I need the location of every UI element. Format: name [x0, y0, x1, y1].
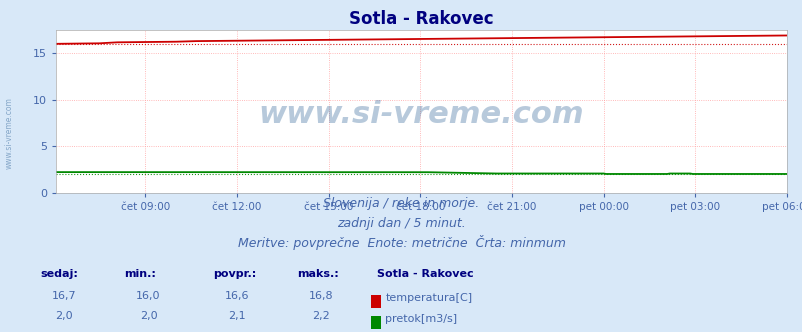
Text: maks.:: maks.:	[297, 269, 338, 279]
Text: 2,0: 2,0	[140, 311, 157, 321]
Text: 2,1: 2,1	[228, 311, 245, 321]
Text: sedaj:: sedaj:	[40, 269, 78, 279]
Title: Sotla - Rakovec: Sotla - Rakovec	[349, 10, 493, 28]
Text: Slovenija / reke in morje.: Slovenija / reke in morje.	[323, 198, 479, 210]
Text: 2,2: 2,2	[312, 311, 330, 321]
Text: www.si-vreme.com: www.si-vreme.com	[258, 100, 584, 129]
Text: Meritve: povprečne  Enote: metrične  Črta: minmum: Meritve: povprečne Enote: metrične Črta:…	[237, 235, 565, 250]
Text: povpr.:: povpr.:	[213, 269, 256, 279]
Text: 16,7: 16,7	[52, 291, 76, 301]
Text: temperatura[C]: temperatura[C]	[385, 293, 472, 303]
Text: zadnji dan / 5 minut.: zadnji dan / 5 minut.	[337, 217, 465, 230]
Text: min.:: min.:	[124, 269, 156, 279]
Text: pretok[m3/s]: pretok[m3/s]	[385, 314, 457, 324]
Text: 16,0: 16,0	[136, 291, 160, 301]
Text: www.si-vreme.com: www.si-vreme.com	[5, 97, 14, 169]
Text: Sotla - Rakovec: Sotla - Rakovec	[377, 269, 473, 279]
Text: 16,8: 16,8	[309, 291, 333, 301]
Text: 16,6: 16,6	[225, 291, 249, 301]
Text: 2,0: 2,0	[55, 311, 73, 321]
